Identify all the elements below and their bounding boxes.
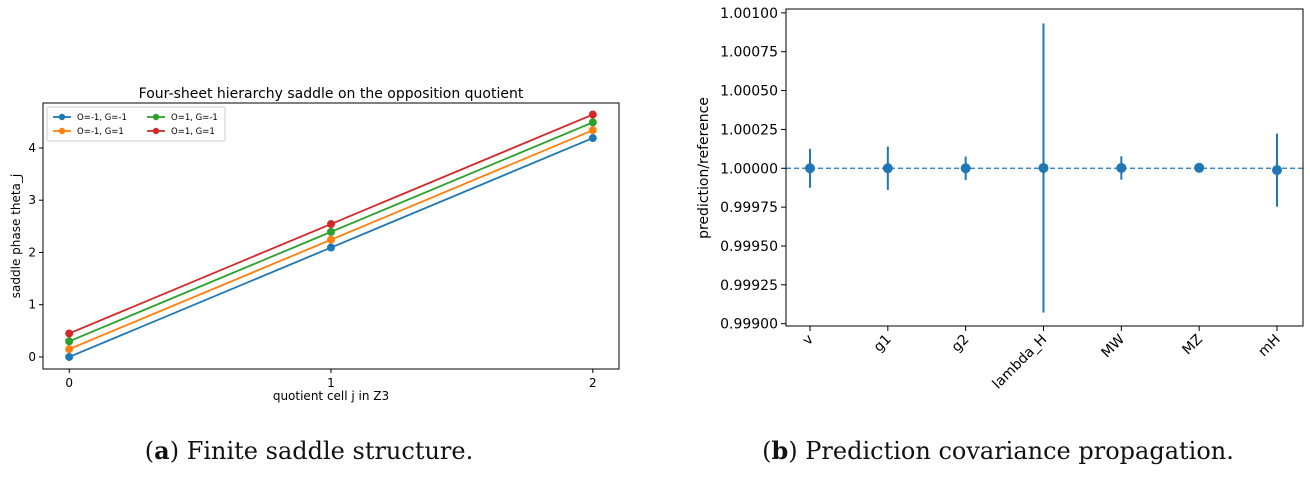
series-point [65,329,74,338]
caption-a-text: Finite saddle structure. [179,437,474,465]
data-point [960,163,971,174]
legend-marker [58,127,66,135]
data-point [882,163,893,174]
legend-label: O=1, G=-1 [171,113,218,123]
y-tick-label: 0.99900 [720,317,778,333]
chart-b-frame [785,8,1304,327]
series-point [327,243,335,252]
y-tick-label: 0 [28,350,36,364]
chart-a-axes: 0 1 2 0 1 2 3 4 [28,141,596,390]
chart-a-title: Four-sheet hierarchy saddle on the oppos… [139,86,524,102]
x-tick-label: MZ [1179,332,1206,359]
series-point [65,337,74,346]
data-point [1038,162,1049,173]
chart-a: Four-sheet hierarchy saddle on the oppos… [9,86,620,403]
chart-b-ylabel: prediction/reference [696,97,712,239]
y-tick-label: 1.00000 [720,161,778,177]
y-tick-label: 0.99950 [720,239,778,255]
x-tick-label: 0 [65,376,73,390]
legend-marker [58,113,66,121]
chart-b: v g1 g2 lambda_H MW MZ mH 0.99900 0.99925 0.99950… [696,6,1304,392]
y-tick-label: 4 [28,141,36,155]
data-point [805,163,815,174]
y-tick-label: 1.00050 [720,84,778,100]
x-tick-label: mH [1255,332,1283,360]
caption-a-label: a [154,436,170,465]
caption-a: (a) Finite saddle structure. [144,436,474,465]
series-point [588,110,597,119]
legend-marker [152,127,160,135]
chart-a-ylabel: saddle phase theta_j [9,174,23,298]
legend-marker [152,113,160,121]
series-point [65,345,74,354]
y-tick-label: 1.00025 [720,122,778,138]
chart-a-xlabel: quotient cell j in Z3 [273,389,389,403]
legend-label: O=-1, G=-1 [77,113,127,123]
y-tick-label: 3 [28,193,36,207]
y-tick-label: 1.00075 [720,45,778,61]
chart-b-marks [786,23,1303,313]
series-point [327,220,335,229]
data-point [1272,165,1282,176]
series-point [588,126,597,135]
x-tick-label: g1 [871,332,895,356]
x-tick-label: MW [1099,331,1129,361]
chart-b-axes: v g1 g2 lambda_H MW MZ mH 0.99900 0.99925 0.99950… [720,6,1284,392]
series-point [65,352,74,361]
chart-a-marks [65,110,597,361]
x-tick-label: lambda_H [990,332,1051,393]
x-tick-label: 2 [589,376,597,390]
series-point [588,118,597,127]
data-point [1116,162,1127,173]
chart-a-frame [42,102,620,370]
legend-label: O=-1, G=1 [77,127,124,137]
data-point [1194,162,1205,173]
series-point [588,134,597,143]
x-tick-label: v [800,332,817,349]
y-tick-label: 0.99975 [720,200,778,216]
series-point [327,235,335,244]
caption-b-text: Prediction covariance propagation. [797,437,1234,465]
legend-box [46,106,226,142]
y-tick-label: 2 [28,245,36,259]
x-tick-label: 1 [327,376,335,390]
chart-a-legend: O=-1, G=-1 O=-1, G=1 O=1, G=-1 O=1, G=1 [46,106,226,142]
caption-b: (b) Prediction covariance propagation. [762,436,1234,465]
y-tick-label: 0.99925 [720,278,778,294]
legend-label: O=1, G=1 [171,127,215,137]
x-tick-label: g2 [949,332,973,356]
caption-b-label: b [771,436,789,465]
series-point [327,227,335,236]
y-tick-label: 1 [28,298,36,312]
y-tick-label: 1.00100 [720,6,778,22]
